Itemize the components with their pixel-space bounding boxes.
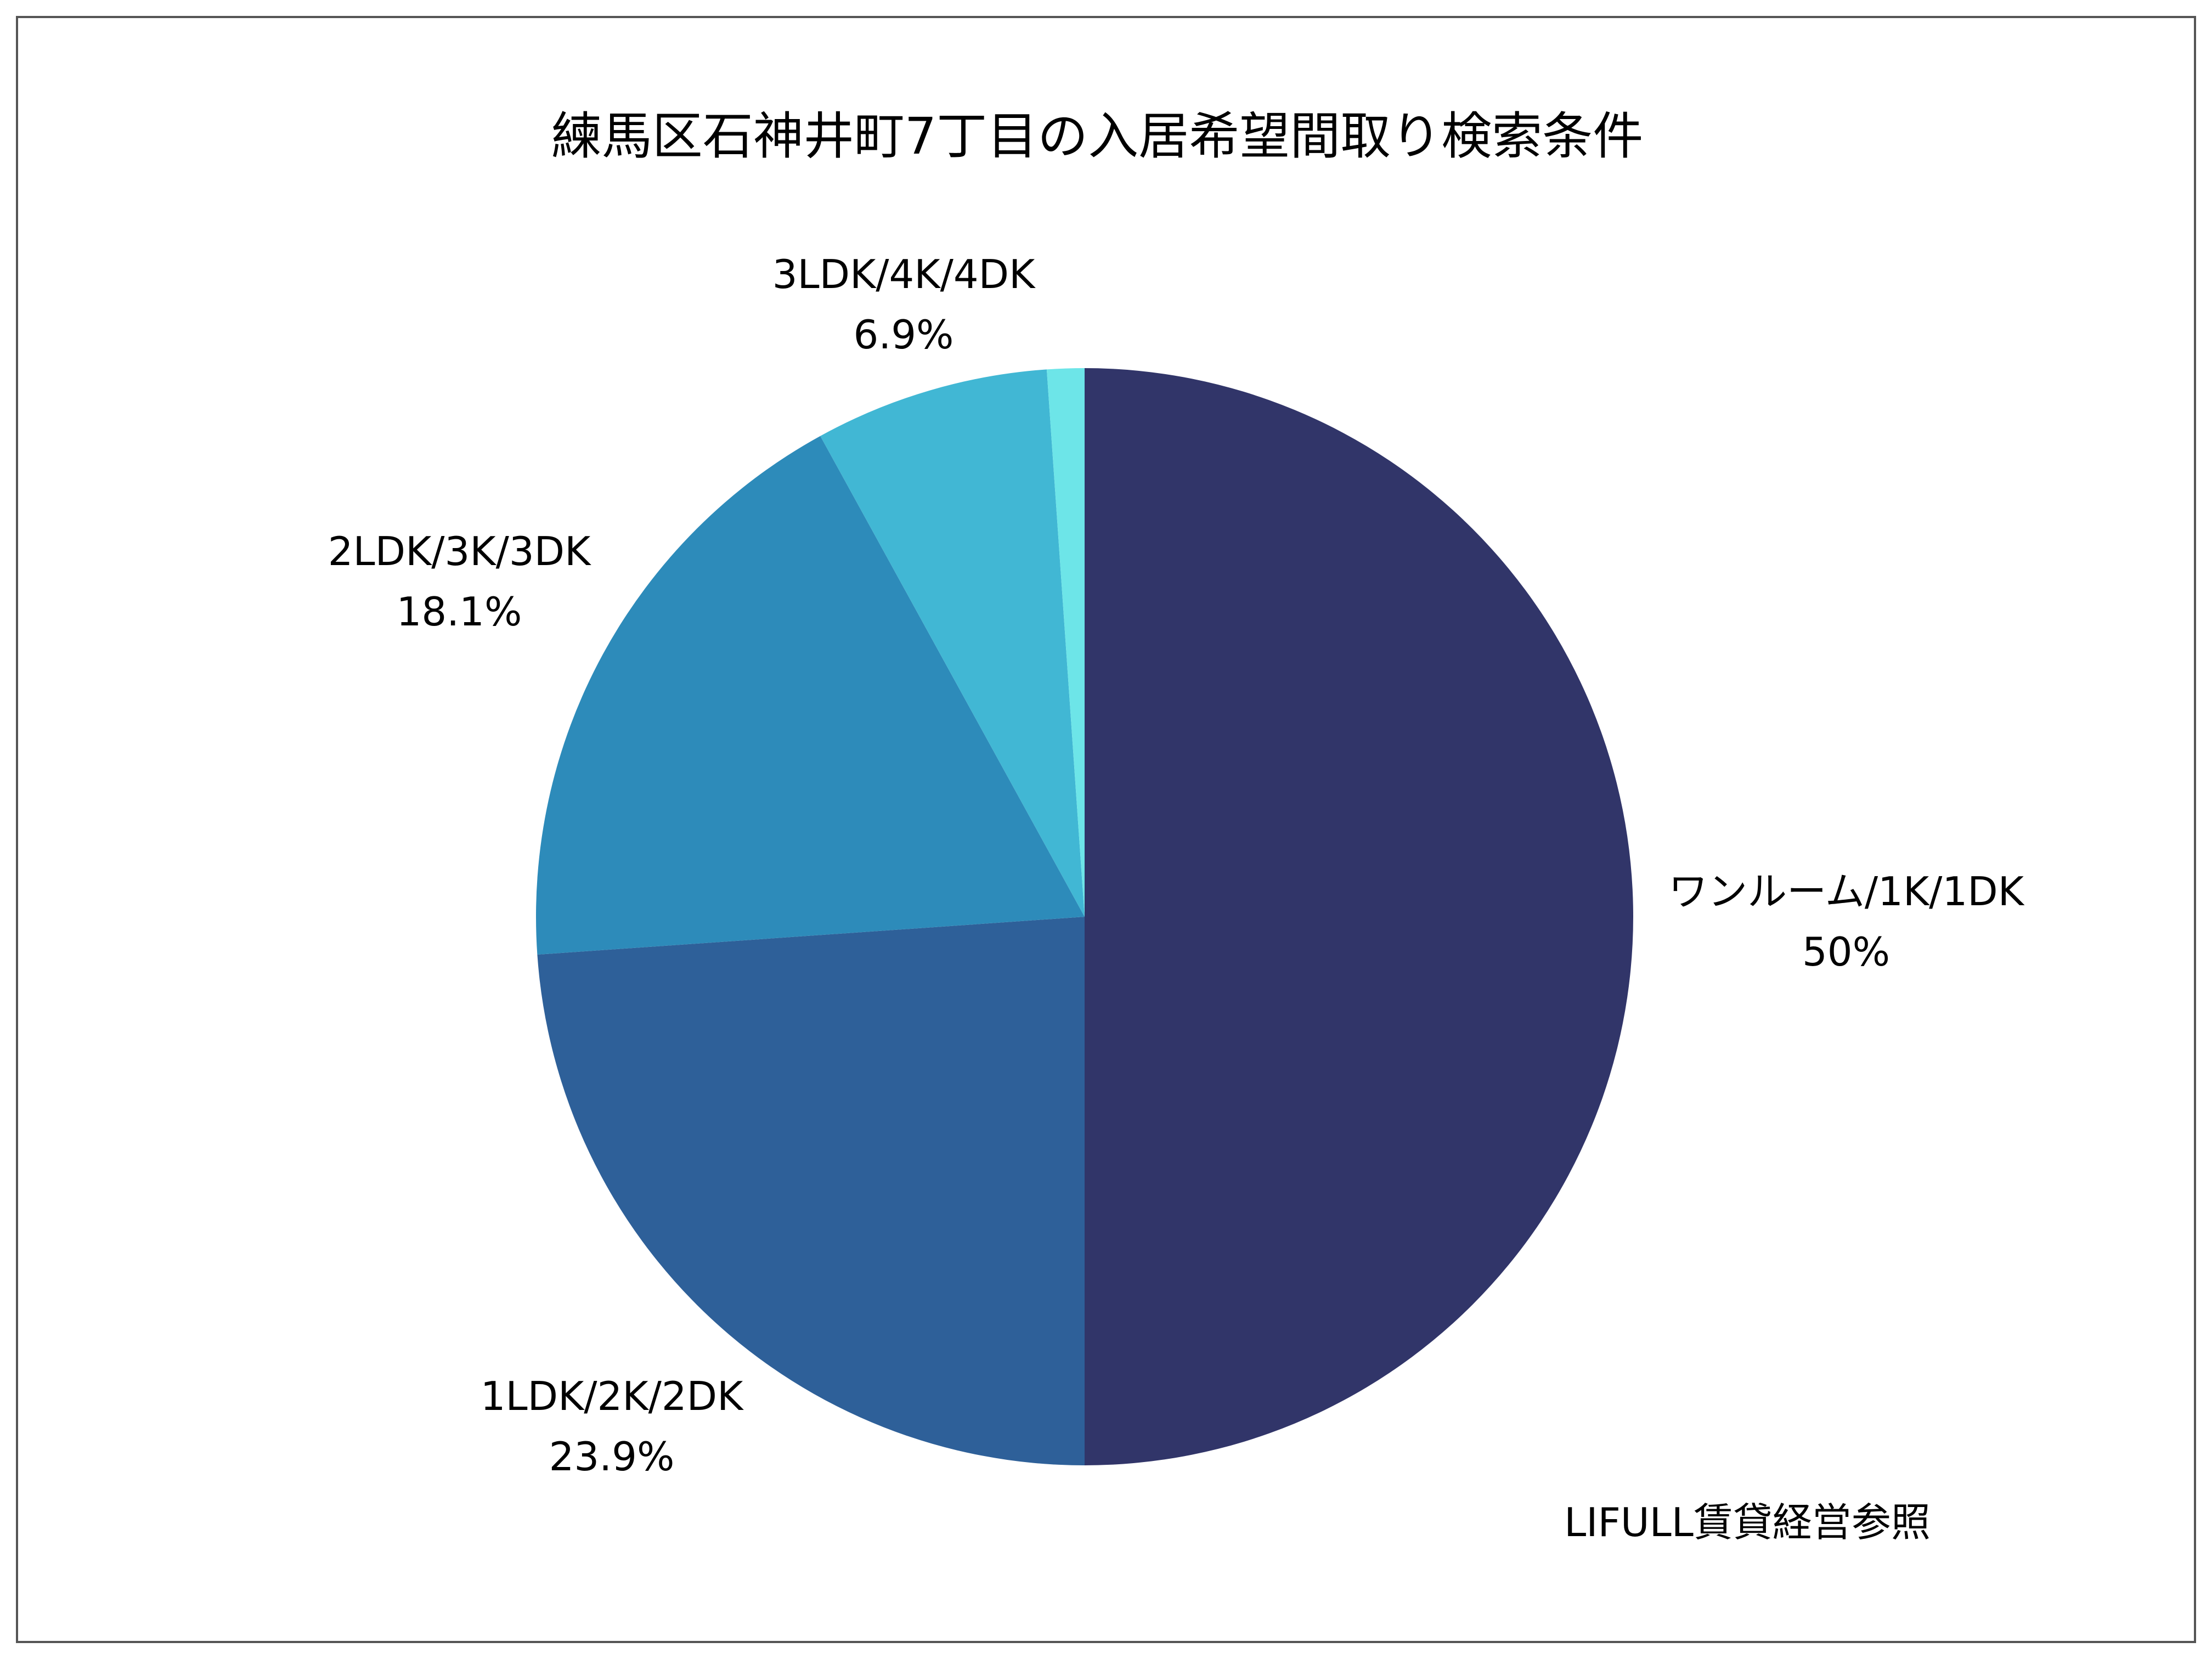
slice-labels: ワンルーム/1K/1DK 50% 1LDK/2K/2DK 23.9% 2LDK/3K/3… (328, 251, 2025, 1480)
pie-slice (1046, 368, 1085, 917)
slice-category-label: 1LDK/2K/2DK (481, 1373, 744, 1419)
chart-title: 練馬区石神井町7丁目の入居希望間取り検索条件 (551, 107, 1644, 166)
slice-value-label: 23.9% (549, 1434, 675, 1480)
slice-value-label: 50% (1802, 929, 1890, 975)
pie-slice (1085, 368, 1633, 1465)
pie-slice (536, 436, 1085, 955)
slice-category-label: ワンルーム/1K/1DK (1668, 868, 2025, 915)
source-note: LIFULL賃貸経営参照 (1564, 1499, 1931, 1545)
slice-category-label: 2LDK/3K/3DK (328, 528, 591, 574)
pie-slice (820, 369, 1085, 917)
slice-value-label: 18.1% (397, 589, 522, 635)
slice-category-label: 3LDK/4K/4DK (772, 251, 1036, 297)
slice-value-label: 6.9% (854, 312, 954, 358)
pie-slice (537, 917, 1085, 1465)
pie-slices (536, 368, 1633, 1465)
